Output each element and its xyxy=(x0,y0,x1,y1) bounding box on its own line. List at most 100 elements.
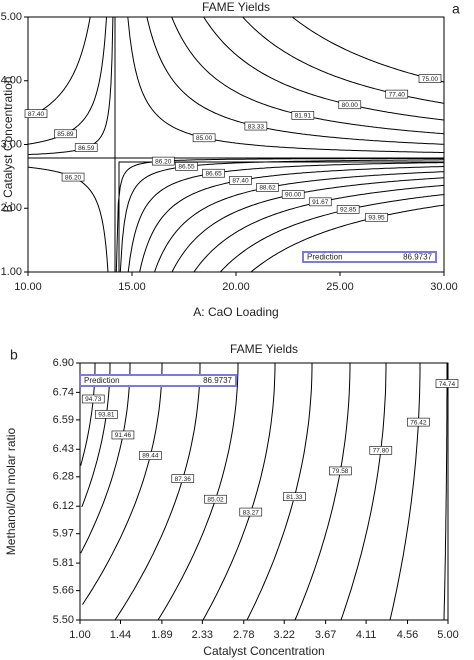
contour-line xyxy=(154,171,444,273)
contour-label-box xyxy=(328,466,352,476)
plot-frame xyxy=(79,362,449,621)
contour-line xyxy=(157,363,239,621)
chart-title: FAME Yields xyxy=(202,0,270,14)
y-tick-label: 6.90 xyxy=(53,357,74,369)
x-tick-label: 3.22 xyxy=(274,629,295,641)
contour-label: 77.80 xyxy=(373,448,390,455)
x-tick-label: 30.00 xyxy=(430,281,458,293)
contour-label: 92.85 xyxy=(340,207,357,214)
x-tick-label: 1.44 xyxy=(110,629,131,641)
panel-letter: a xyxy=(452,1,460,17)
contour-label: 86.20 xyxy=(65,174,82,181)
contour-label-box xyxy=(308,197,332,207)
prediction-value: 86.9737 xyxy=(403,253,432,262)
y-tick-label: 5.81 xyxy=(53,557,74,569)
contour-label-box xyxy=(283,492,306,501)
x-tick-label: 4.56 xyxy=(397,629,418,641)
contour-label: 74.74 xyxy=(439,381,456,388)
x-tick-label: 25.00 xyxy=(326,281,354,293)
contour-label-box xyxy=(192,133,216,143)
y-tick-label: 5.00 xyxy=(1,11,22,23)
contour-line xyxy=(219,194,445,273)
contour-label-box xyxy=(338,100,362,110)
contour-line xyxy=(202,363,276,621)
contour-line xyxy=(80,363,131,554)
contour-label: 79.58 xyxy=(332,468,349,475)
contour-label-box xyxy=(229,176,252,185)
contour-line xyxy=(203,16,444,121)
contour-line xyxy=(250,204,445,273)
contour-line xyxy=(127,162,444,273)
x-tick-label: 1.89 xyxy=(151,629,172,641)
prediction-label: Prediction xyxy=(84,376,120,385)
contour-line xyxy=(139,166,444,273)
contour-label: 88.62 xyxy=(259,185,276,192)
contour-label-box xyxy=(24,109,48,118)
contour-label: 83.27 xyxy=(243,509,260,516)
y-tick-label: 5.66 xyxy=(53,585,74,597)
contour-line xyxy=(246,363,313,621)
contour-label-box xyxy=(111,430,135,440)
contour-line xyxy=(27,16,91,119)
prediction-box xyxy=(79,374,237,387)
contour-line xyxy=(146,16,444,145)
contour-label: 83.33 xyxy=(248,123,265,130)
contour-label: 93.95 xyxy=(368,214,385,221)
contour-line xyxy=(340,363,387,621)
x-tick-label: 2.33 xyxy=(192,629,213,641)
contour-label: 90.00 xyxy=(285,192,302,199)
contour-label-box xyxy=(239,507,263,517)
y-axis-title: Methanol/Oil molar ratio xyxy=(4,427,18,555)
y-axis-title: B: Catalyst Concentration xyxy=(1,76,15,212)
x-tick-label: 20.00 xyxy=(222,281,250,293)
contour-label-box xyxy=(418,74,442,83)
contour-line xyxy=(114,363,201,621)
contour-label-box xyxy=(171,474,195,483)
contour-label: 94.73 xyxy=(85,396,102,403)
contour-label-box xyxy=(139,451,162,460)
x-axis-title: Catalyst Concentration xyxy=(203,644,324,658)
contour-label: 81.91 xyxy=(295,113,312,120)
y-tick-label: 5.50 xyxy=(53,614,74,626)
x-tick-label: 3.67 xyxy=(315,629,336,641)
contour-label-box xyxy=(369,446,393,455)
y-tick-label: 6.43 xyxy=(53,443,74,455)
separatrix xyxy=(118,161,444,272)
contour-label: 85.89 xyxy=(57,131,74,138)
prediction-label: Prediction xyxy=(307,253,343,262)
contour-line xyxy=(82,363,163,605)
contour-label-box xyxy=(54,129,77,139)
contour-label-box xyxy=(336,205,360,214)
contour-label: 93.81 xyxy=(98,412,115,419)
contour-label-box xyxy=(435,379,459,388)
contour-label-box xyxy=(151,156,175,166)
contour-label: 85.00 xyxy=(196,135,213,142)
contour-label: 81.33 xyxy=(286,494,303,501)
contour-label: 75.00 xyxy=(422,76,439,83)
contour-label-box xyxy=(204,494,227,504)
contour-label-box xyxy=(202,168,225,178)
contour-label-box xyxy=(244,121,268,131)
contour-label-box xyxy=(95,410,118,419)
contour-label: 86.20 xyxy=(155,158,172,165)
contour-line xyxy=(27,16,114,156)
contour-label-box xyxy=(61,172,85,182)
prediction-box xyxy=(302,251,437,263)
y-tick-label: 6.74 xyxy=(53,386,74,398)
y-tick-label: 5.97 xyxy=(53,528,74,540)
contour-label: 91.67 xyxy=(312,199,329,206)
contour-line xyxy=(127,16,444,153)
contour-label: 86.59 xyxy=(78,145,95,152)
y-tick-label: 3.00 xyxy=(1,138,22,150)
y-tick-label: 6.28 xyxy=(53,471,74,483)
contour-label: 87.36 xyxy=(175,476,192,483)
x-tick-label: 5.00 xyxy=(437,629,458,641)
x-tick-label: 15.00 xyxy=(118,281,146,293)
contour-label: 87.40 xyxy=(232,178,249,185)
contour-line xyxy=(119,159,444,273)
contour-line xyxy=(443,363,448,621)
contour-label: 91.46 xyxy=(115,432,132,439)
contour-label-box xyxy=(74,143,98,152)
x-tick-label: 10.00 xyxy=(14,281,42,293)
contour-label-box xyxy=(281,190,305,199)
